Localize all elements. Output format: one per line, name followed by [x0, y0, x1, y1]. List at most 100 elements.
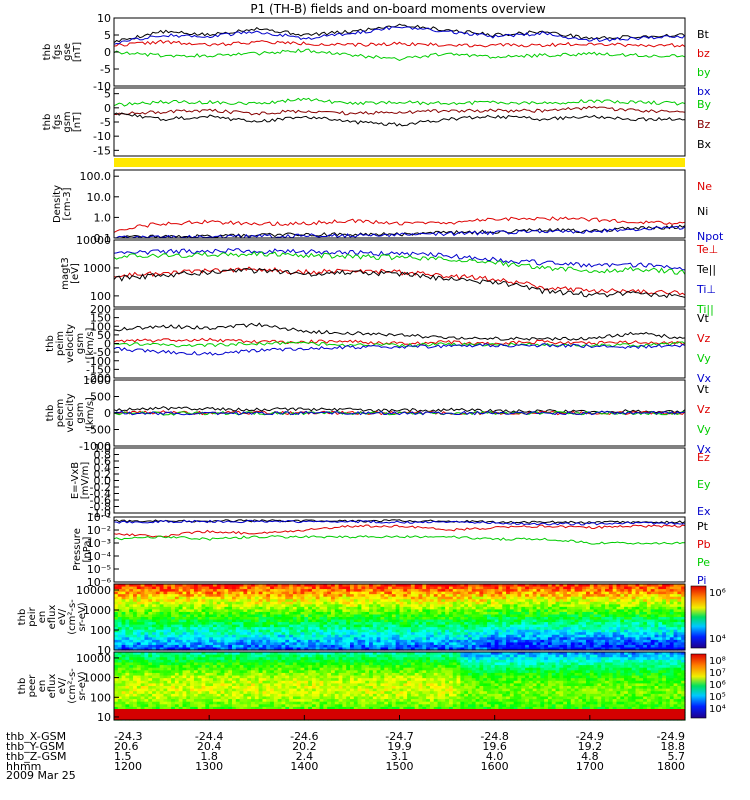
spectrogram-cell — [262, 601, 267, 605]
spectrogram-cell — [464, 639, 469, 643]
spectrogram-cell — [117, 659, 123, 664]
spectrogram-cell — [582, 596, 587, 600]
spectrogram-cell — [399, 594, 404, 598]
spectrogram-cell — [437, 624, 442, 628]
spectrogram-cell — [669, 609, 675, 613]
spectrogram-cell — [163, 652, 168, 656]
spectrogram-cell — [620, 632, 625, 636]
spectrogram-cell — [635, 617, 640, 621]
spectrogram-cell — [129, 584, 134, 588]
spectrogram-cell — [525, 604, 530, 608]
spectrogram-cell — [190, 642, 195, 646]
spectrogram-cell — [121, 686, 127, 690]
spectrogram-cell — [251, 591, 256, 595]
spectrogram-cell — [220, 634, 225, 638]
spectrogram-cell — [654, 584, 659, 588]
spectrogram-cell — [525, 639, 530, 643]
spectrogram-cell — [437, 609, 442, 613]
spectrogram-cell — [452, 589, 458, 593]
spectrogram-cell — [327, 601, 332, 605]
spectrogram-cell — [133, 594, 138, 598]
spectrogram-cell — [178, 632, 184, 636]
spectrogram-cell — [152, 652, 157, 656]
spectrogram-cell — [197, 665, 203, 669]
spectrogram-cell — [117, 589, 123, 593]
spectrogram-cell — [304, 644, 309, 649]
spectrogram-cell — [148, 619, 153, 623]
spectrogram-cell — [140, 619, 146, 623]
spectrogram-cell — [639, 634, 644, 638]
spectrogram-cell — [281, 642, 286, 646]
spectrogram-cell — [353, 584, 359, 588]
spectrogram-cell — [551, 586, 557, 590]
spectrogram-cell — [190, 627, 195, 631]
spectrogram-cell — [490, 634, 496, 638]
spectrogram-cell — [658, 622, 663, 626]
spectrogram-cell — [232, 629, 237, 633]
spectrogram-cell — [536, 619, 541, 623]
spectrogram-cell — [212, 627, 218, 631]
spectrogram-cell — [262, 596, 267, 600]
spectrogram-cell — [372, 604, 378, 608]
spectrogram-cell — [681, 632, 686, 636]
spectrogram-cell — [365, 596, 370, 600]
spectrogram-cell — [616, 627, 621, 631]
spectrogram-cell — [266, 606, 271, 610]
spectrogram-cell — [471, 622, 477, 626]
spectrogram-cell — [448, 604, 454, 608]
spectrogram-cell — [273, 627, 279, 631]
spectrogram-cell — [270, 611, 275, 616]
spectrogram-cell — [563, 589, 568, 593]
spectrogram-cell — [681, 627, 686, 631]
spectrogram-cell — [266, 594, 271, 598]
spectrogram-cell — [174, 644, 180, 649]
spectrogram-cell — [357, 624, 363, 628]
spectrogram-cell — [308, 584, 313, 588]
spectrogram-cell — [308, 639, 313, 643]
spectrogram-cell — [121, 683, 127, 687]
spectrogram-cell — [551, 599, 557, 603]
legend-entry: Ni — [697, 205, 708, 218]
spectrogram-cell — [448, 632, 454, 636]
spectrogram-cell — [681, 586, 686, 590]
spectrogram-cell — [121, 614, 127, 618]
spectrogram-cell — [270, 632, 275, 636]
spectrogram-cell — [521, 589, 526, 593]
spectrogram-cell — [205, 637, 210, 641]
spectrogram-cell — [646, 624, 652, 628]
spectrogram-cell — [144, 634, 149, 638]
spectrogram-cell — [254, 584, 260, 588]
spectrogram-cell — [144, 701, 149, 705]
spectrogram-cell — [247, 606, 252, 610]
spectrogram-cell — [395, 632, 401, 636]
spectrogram-cell — [311, 639, 317, 643]
spectrogram-cell — [239, 632, 245, 636]
spectrogram-cell — [133, 611, 138, 616]
spectrogram-cell — [330, 611, 336, 616]
spectrogram-cell — [418, 604, 423, 608]
spectrogram-cell — [155, 596, 161, 600]
spectrogram-cell — [574, 609, 580, 613]
spectrogram-cell — [140, 701, 146, 705]
spectrogram-cell — [190, 696, 195, 700]
spectrogram-cell — [422, 634, 427, 638]
spectrogram-cell — [646, 609, 652, 613]
spectrogram-cell — [270, 624, 275, 628]
spectrogram-cell — [566, 634, 572, 638]
spectrogram-cell — [361, 632, 366, 636]
spectrogram-cell — [178, 642, 184, 646]
spectrogram-cell — [547, 606, 553, 610]
spectrogram-cell — [224, 667, 229, 671]
spectrogram-cell — [521, 604, 526, 608]
spectrogram-cell — [669, 647, 675, 651]
spectrogram-cell — [292, 596, 298, 600]
spectrogram-cell — [471, 642, 477, 646]
spectrogram-cell — [205, 652, 210, 656]
spectrogram-cell — [475, 642, 481, 646]
spectrogram-cell — [273, 606, 279, 610]
spectrogram-cell — [285, 586, 290, 590]
spectrogram-cell — [327, 632, 332, 636]
spectrogram-cell — [243, 589, 248, 593]
spectrogram-cell — [639, 599, 644, 603]
spectrogram-cell — [182, 678, 187, 682]
